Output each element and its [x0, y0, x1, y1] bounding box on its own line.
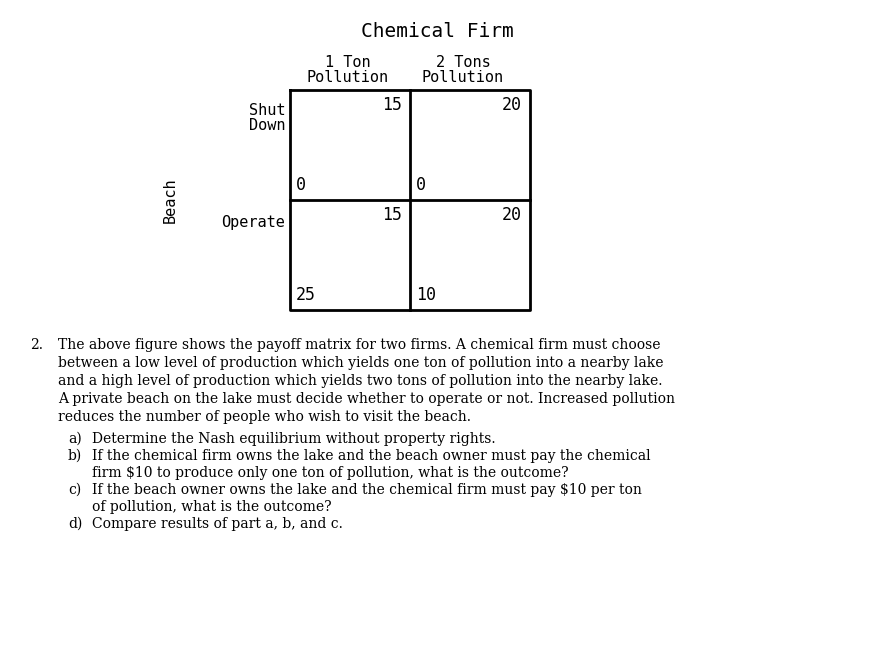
Text: Determine the Nash equilibrium without property rights.: Determine the Nash equilibrium without p… — [92, 432, 496, 446]
Text: d): d) — [68, 517, 82, 531]
Text: reduces the number of people who wish to visit the beach.: reduces the number of people who wish to… — [58, 410, 471, 424]
Text: Chemical Firm: Chemical Firm — [361, 22, 513, 41]
Text: 2.: 2. — [30, 338, 43, 352]
Text: If the beach owner owns the lake and the chemical firm must pay $10 per ton: If the beach owner owns the lake and the… — [92, 483, 642, 497]
Text: Shut: Shut — [248, 103, 285, 118]
Text: Operate: Operate — [221, 215, 285, 230]
Text: of pollution, what is the outcome?: of pollution, what is the outcome? — [92, 500, 331, 514]
Text: 15: 15 — [382, 96, 402, 114]
Text: Beach: Beach — [163, 177, 177, 223]
Text: 20: 20 — [502, 96, 522, 114]
Text: 20: 20 — [502, 206, 522, 224]
Text: Down: Down — [248, 118, 285, 133]
Text: b): b) — [68, 449, 82, 463]
Text: Pollution: Pollution — [307, 70, 389, 85]
Text: c): c) — [68, 483, 81, 497]
Text: a): a) — [68, 432, 82, 446]
Text: If the chemical firm owns the lake and the beach owner must pay the chemical: If the chemical firm owns the lake and t… — [92, 449, 650, 463]
Text: Compare results of part a, b, and c.: Compare results of part a, b, and c. — [92, 517, 343, 531]
Text: 15: 15 — [382, 206, 402, 224]
Text: 25: 25 — [296, 286, 316, 304]
Text: and a high level of production which yields two tons of pollution into the nearb: and a high level of production which yie… — [58, 374, 662, 388]
Text: 2 Tons: 2 Tons — [435, 55, 490, 70]
Text: 10: 10 — [416, 286, 436, 304]
Text: firm $10 to produce only one ton of pollution, what is the outcome?: firm $10 to produce only one ton of poll… — [92, 466, 569, 480]
Text: Pollution: Pollution — [422, 70, 504, 85]
Text: 1 Ton: 1 Ton — [325, 55, 371, 70]
Text: 0: 0 — [296, 176, 306, 194]
Text: The above figure shows the payoff matrix for two firms. A chemical firm must cho: The above figure shows the payoff matrix… — [58, 338, 661, 352]
Text: between a low level of production which yields one ton of pollution into a nearb: between a low level of production which … — [58, 356, 663, 370]
Text: A private beach on the lake must decide whether to operate or not. Increased pol: A private beach on the lake must decide … — [58, 392, 675, 406]
Text: 0: 0 — [416, 176, 426, 194]
